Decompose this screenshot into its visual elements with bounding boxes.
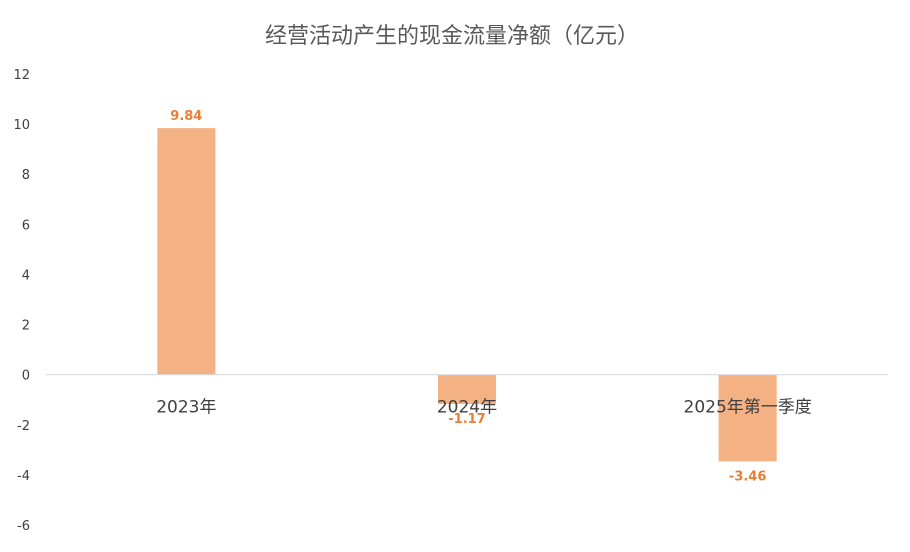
y-tick-label: 4 <box>22 268 30 283</box>
bar-data-label: 9.84 <box>170 109 202 124</box>
chart-title: 经营活动产生的现金流量净额（亿元） <box>265 24 639 49</box>
y-tick-label: -2 <box>17 419 30 434</box>
y-tick-label: 8 <box>22 168 30 183</box>
bar <box>718 374 777 462</box>
y-tick-label: -4 <box>17 469 30 484</box>
y-tick-label: 6 <box>22 218 30 233</box>
y-tick-label: 12 <box>13 68 30 83</box>
y-tick-label: 0 <box>22 369 30 384</box>
x-tick-label: 2024年 <box>437 398 497 418</box>
y-tick-label: 2 <box>22 319 30 334</box>
x-tick-label: 2025年第一季度 <box>684 398 812 418</box>
bar-data-label: -1.17 <box>448 412 485 427</box>
x-axis: 2023年 2024年 2025年第一季度 <box>156 398 812 418</box>
y-tick-label: -6 <box>17 519 30 534</box>
x-tick-label: 2023年 <box>156 398 216 418</box>
data-labels: 9.84 -1.17 -3.46 <box>170 109 766 484</box>
y-axis: 12 10 8 6 4 2 0 -2 -4 -6 <box>13 68 30 534</box>
bar-data-label: -3.46 <box>729 469 766 484</box>
y-tick-label: 10 <box>13 118 30 133</box>
bar <box>157 128 216 375</box>
bar-series <box>157 128 777 462</box>
bar <box>438 374 496 404</box>
